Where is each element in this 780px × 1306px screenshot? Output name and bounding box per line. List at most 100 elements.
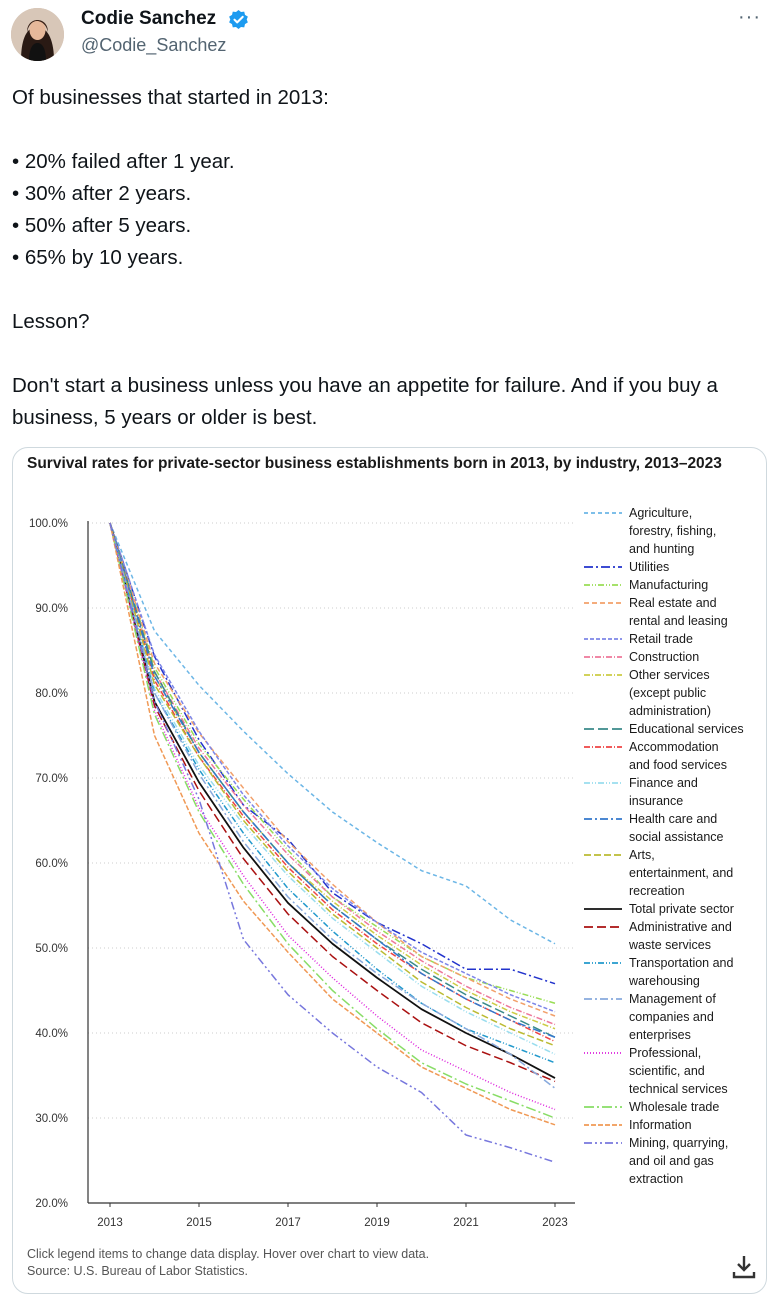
legend-swatch bbox=[584, 512, 622, 514]
x-tick-label: 2017 bbox=[275, 1217, 301, 1229]
legend-item[interactable]: Manufacturing bbox=[584, 576, 774, 594]
series-line[interactable] bbox=[109, 522, 556, 1026]
legend-item[interactable]: Professional, scientific, and technical se… bbox=[584, 1044, 774, 1098]
series-line[interactable] bbox=[109, 522, 556, 1043]
x-tick-label: 2013 bbox=[97, 1217, 123, 1229]
legend-label: enterprises bbox=[629, 1028, 691, 1042]
download-icon[interactable] bbox=[732, 1254, 756, 1280]
series-line[interactable] bbox=[109, 522, 556, 1079]
legend-label: Retail trade bbox=[629, 632, 693, 646]
legend-item[interactable]: Agriculture, forestry, fishing, and huntin… bbox=[584, 504, 774, 558]
y-tick-label: 40.0% bbox=[35, 1028, 68, 1040]
legend-swatch bbox=[584, 584, 622, 586]
legend-swatch bbox=[584, 1124, 622, 1126]
legend-swatch bbox=[584, 926, 622, 928]
legend-label: (except public bbox=[629, 686, 707, 700]
legend-label: and oil and gas bbox=[629, 1154, 714, 1168]
chart-title: Survival rates for private-sector busine… bbox=[27, 455, 722, 472]
series-line[interactable] bbox=[109, 522, 556, 1013]
y-tick-label: 90.0% bbox=[35, 603, 68, 615]
legend-label: Agriculture, bbox=[629, 506, 693, 520]
legend-swatch bbox=[584, 746, 622, 748]
series-line[interactable] bbox=[109, 522, 556, 1126]
legend-label: warehousing bbox=[629, 974, 700, 988]
legend-item[interactable]: Retail trade bbox=[584, 630, 774, 648]
legend-label: technical services bbox=[629, 1082, 728, 1096]
legend-item[interactable]: Mining, quarrying, and oil and gas extract… bbox=[584, 1134, 774, 1188]
series-line[interactable] bbox=[109, 522, 556, 1004]
series-line[interactable] bbox=[109, 522, 556, 1038]
series-line[interactable] bbox=[109, 522, 556, 945]
tweet-text: Of businesses that started in 2013: • 20… bbox=[12, 82, 767, 434]
series-line[interactable] bbox=[109, 522, 556, 1111]
legend-item[interactable]: Transportation and warehousing bbox=[584, 954, 774, 990]
legend-label: rental and leasing bbox=[629, 614, 728, 628]
legend-swatch bbox=[584, 1052, 622, 1054]
legend-label: extraction bbox=[629, 1172, 684, 1186]
legend-swatch bbox=[584, 782, 622, 784]
legend-label: Other services bbox=[629, 668, 710, 682]
legend-label: recreation bbox=[629, 884, 685, 898]
legend-label: Accommodation bbox=[629, 740, 719, 754]
legend-label: Educational services bbox=[629, 722, 744, 736]
legend-label: scientific, and bbox=[629, 1064, 705, 1078]
avatar[interactable] bbox=[11, 8, 64, 61]
legend-label: Transportation and bbox=[629, 956, 734, 970]
x-tick-label: 2019 bbox=[364, 1217, 390, 1229]
y-tick-label: 30.0% bbox=[35, 1113, 68, 1125]
legend-swatch bbox=[584, 602, 622, 604]
legend-swatch bbox=[584, 638, 622, 640]
legend-swatch bbox=[584, 998, 622, 1000]
tweet-line: Of businesses that started in 2013: bbox=[12, 86, 329, 109]
legend-item[interactable]: Wholesale trade bbox=[584, 1098, 774, 1116]
legend-label: Manufacturing bbox=[629, 578, 709, 592]
legend-label: Arts, bbox=[629, 848, 655, 862]
legend-item[interactable]: Construction bbox=[584, 648, 774, 666]
legend-swatch bbox=[584, 962, 622, 964]
verified-badge-icon bbox=[229, 9, 248, 30]
legend-label: Utilities bbox=[629, 560, 670, 574]
legend-item[interactable]: Arts, entertainment, and recreation bbox=[584, 846, 774, 900]
series-line[interactable] bbox=[109, 522, 556, 1030]
series-line[interactable] bbox=[109, 522, 556, 1017]
legend-item[interactable]: Finance and insurance bbox=[584, 774, 774, 810]
series-line[interactable] bbox=[109, 522, 556, 1119]
legend-label: Finance and bbox=[629, 776, 698, 790]
series-line[interactable] bbox=[109, 522, 556, 1163]
series-line[interactable] bbox=[109, 522, 556, 985]
author-handle[interactable]: @Codie_Sanchez bbox=[81, 35, 227, 55]
legend-swatch bbox=[584, 656, 622, 658]
legend-swatch bbox=[584, 908, 622, 910]
y-tick-label: 100.0% bbox=[29, 518, 68, 530]
series-line[interactable] bbox=[109, 522, 556, 1064]
legend-item[interactable]: Educational services bbox=[584, 720, 774, 738]
y-tick-label: 80.0% bbox=[35, 688, 68, 700]
tweet-line: Don't start a business unless you have a… bbox=[12, 374, 718, 429]
legend-item[interactable]: Real estate and rental and leasing bbox=[584, 594, 774, 630]
series-line[interactable] bbox=[109, 522, 556, 1089]
series-line[interactable] bbox=[109, 522, 556, 1055]
chart-instructions: Click legend items to change data displa… bbox=[27, 1247, 430, 1261]
legend-item[interactable]: Administrative and waste services bbox=[584, 918, 774, 954]
legend-item[interactable]: Information bbox=[584, 1116, 774, 1134]
legend-item[interactable]: Management of companies and enterprises bbox=[584, 990, 774, 1044]
tweet-line: • 20% failed after 1 year. bbox=[12, 150, 235, 173]
series-line[interactable] bbox=[109, 522, 556, 1047]
legend-item[interactable]: Utilities bbox=[584, 558, 774, 576]
legend-item[interactable]: Other services (except public administrati… bbox=[584, 666, 774, 720]
series-line[interactable] bbox=[109, 522, 556, 1083]
author-name[interactable]: Codie Sanchez bbox=[81, 8, 217, 29]
legend-label: Health care and bbox=[629, 812, 718, 826]
media-card[interactable] bbox=[12, 447, 767, 1294]
legend-item[interactable]: Accommodation and food services bbox=[584, 738, 774, 774]
tweet-line: • 50% after 5 years. bbox=[12, 214, 192, 237]
legend-item[interactable]: Total private sector bbox=[584, 900, 774, 918]
y-tick-label: 20.0% bbox=[35, 1198, 68, 1210]
series-line[interactable] bbox=[109, 522, 556, 1038]
legend-item[interactable]: Health care and social assistance bbox=[584, 810, 774, 846]
more-options-icon[interactable]: ··· bbox=[738, 6, 761, 28]
y-tick-label: 70.0% bbox=[35, 773, 68, 785]
legend-label: companies and bbox=[629, 1010, 714, 1024]
legend-label: and hunting bbox=[629, 542, 695, 556]
